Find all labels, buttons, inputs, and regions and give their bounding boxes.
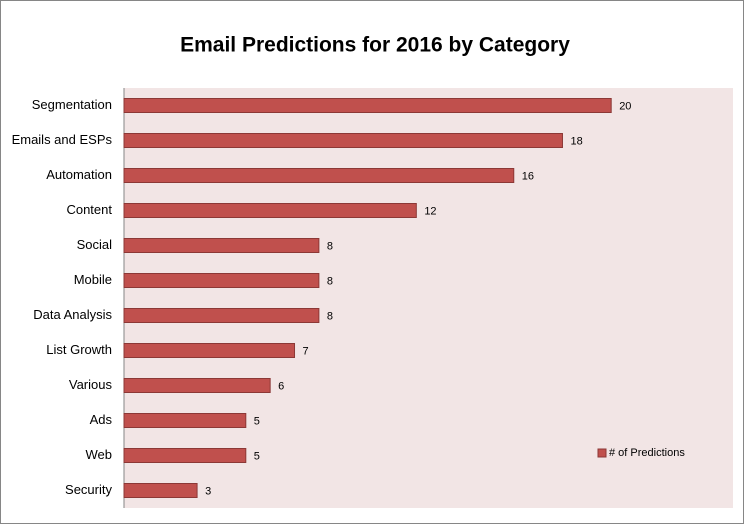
data-label: 5 [254, 450, 260, 462]
legend-swatch [597, 448, 607, 458]
bar [123, 483, 198, 498]
data-label: 18 [570, 135, 582, 147]
data-label: 12 [424, 205, 436, 217]
bar [123, 273, 320, 288]
bar [123, 378, 271, 393]
y-tick-label: Content [66, 202, 112, 217]
y-tick-label: Social [77, 237, 113, 252]
y-tick-label: Mobile [74, 272, 112, 287]
data-label: 8 [327, 275, 333, 287]
y-tick-label: Ads [90, 412, 113, 427]
plot-area [124, 88, 733, 508]
y-tick-label: Automation [46, 167, 112, 182]
data-label: 8 [327, 240, 333, 252]
chart-title: Email Predictions for 2016 by Category [180, 34, 570, 57]
bar [123, 133, 563, 148]
y-tick-label: Various [69, 377, 113, 392]
bar [123, 168, 515, 183]
data-label: 6 [278, 380, 284, 392]
legend-label: # of Predictions [609, 447, 685, 459]
y-tick-label: Segmentation [32, 97, 112, 112]
bar [123, 343, 296, 358]
data-label: 16 [522, 170, 534, 182]
data-label: 7 [303, 345, 309, 357]
bar [123, 98, 612, 113]
bar [123, 203, 417, 218]
y-tick-label: List Growth [46, 342, 112, 357]
bar [123, 238, 320, 253]
data-label: 20 [619, 100, 631, 112]
bar [123, 413, 247, 428]
y-tick-label: Emails and ESPs [12, 132, 113, 147]
y-tick-label: Data Analysis [33, 307, 112, 322]
y-tick-label: Security [65, 482, 112, 497]
data-label: 3 [205, 485, 211, 497]
data-label: 8 [327, 310, 333, 322]
bar [123, 308, 320, 323]
data-label: 5 [254, 415, 260, 427]
bar [123, 448, 247, 463]
y-tick-label: Web [86, 447, 113, 462]
